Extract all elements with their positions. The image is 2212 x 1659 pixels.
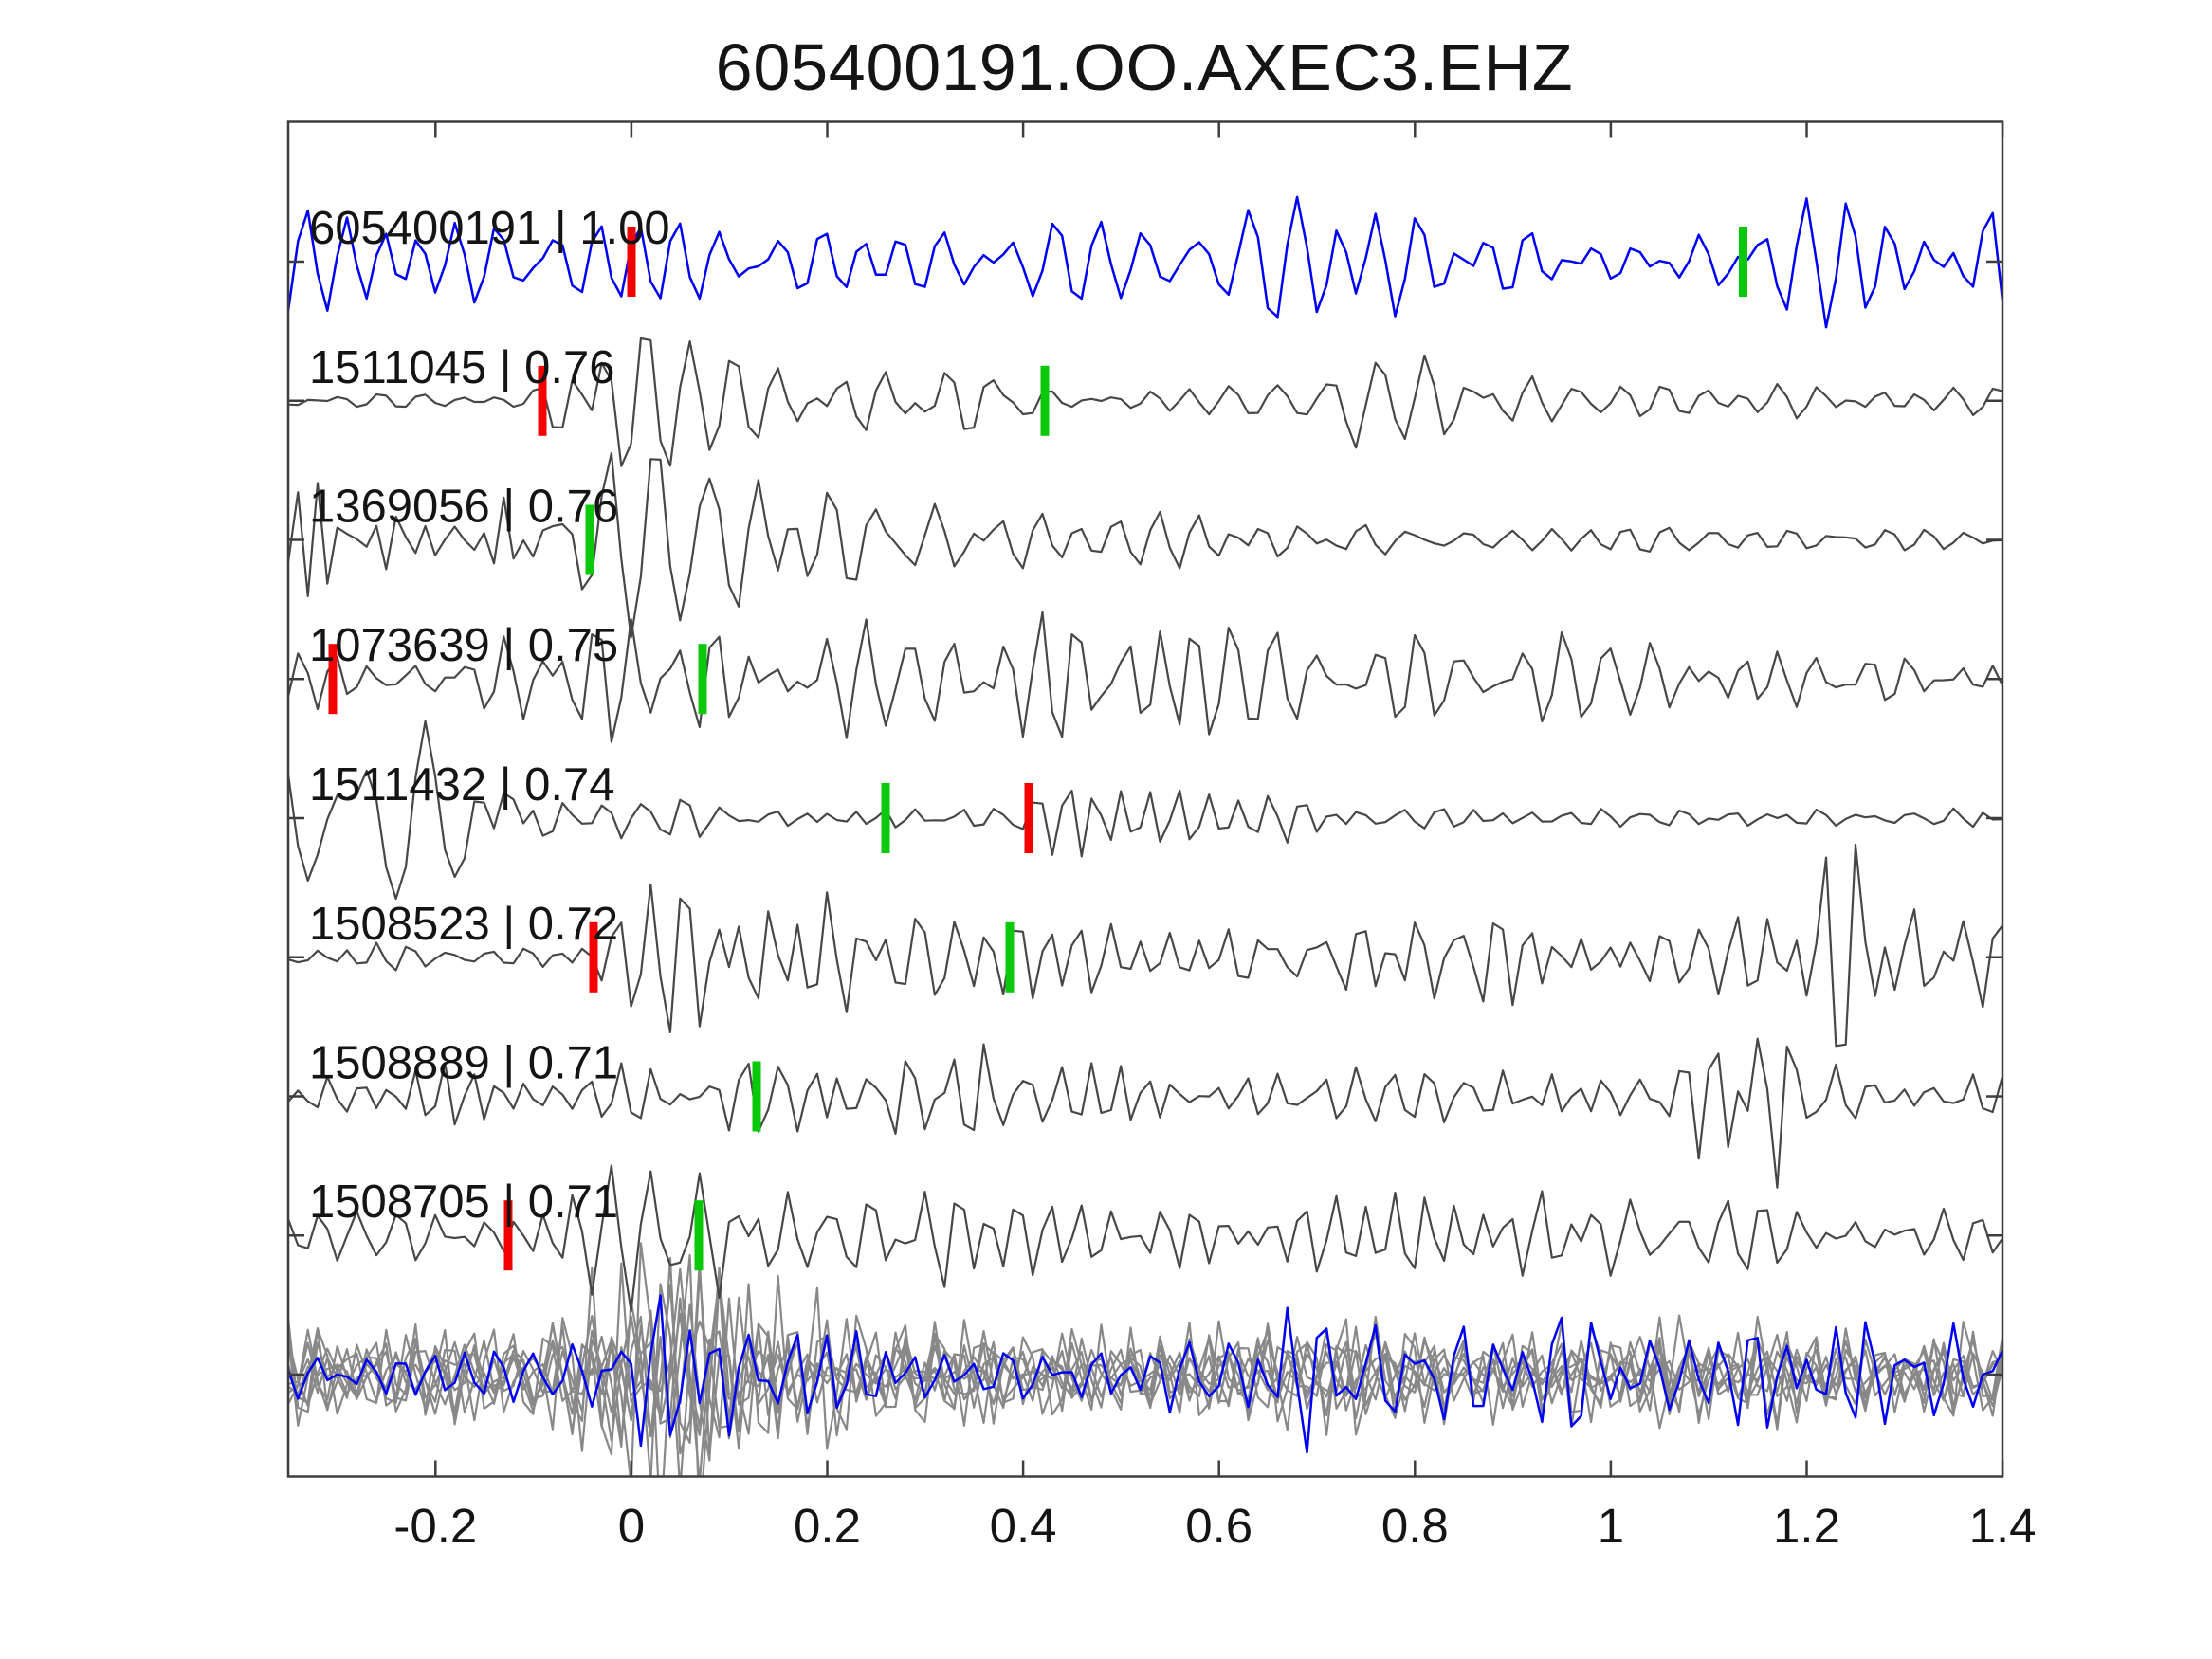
svg-text:0: 0 xyxy=(618,1499,645,1553)
svg-text:1508523 | 0.72: 1508523 | 0.72 xyxy=(309,899,618,950)
svg-text:0.2: 0.2 xyxy=(794,1499,861,1553)
svg-text:0.8: 0.8 xyxy=(1381,1499,1449,1553)
svg-text:1511432 | 0.74: 1511432 | 0.74 xyxy=(309,759,614,811)
svg-text:1508889 | 0.71: 1508889 | 0.71 xyxy=(309,1038,618,1089)
svg-text:1.2: 1.2 xyxy=(1773,1499,1840,1553)
svg-text:1369056 | 0.76: 1369056 | 0.76 xyxy=(309,482,618,533)
svg-text:605400191.OO.AXEC3.EHZ: 605400191.OO.AXEC3.EHZ xyxy=(716,30,1574,104)
svg-text:1.4: 1.4 xyxy=(1969,1499,2037,1553)
svg-text:0.4: 0.4 xyxy=(990,1499,1057,1553)
svg-text:1508705 | 0.71: 1508705 | 0.71 xyxy=(309,1176,618,1228)
svg-text:-0.2: -0.2 xyxy=(393,1499,477,1553)
svg-text:0.6: 0.6 xyxy=(1185,1499,1252,1553)
svg-text:1511045 | 0.76: 1511045 | 0.76 xyxy=(309,342,614,393)
svg-text:1: 1 xyxy=(1598,1499,1624,1553)
svg-text:605400191 | 1.00: 605400191 | 1.00 xyxy=(309,203,670,254)
svg-text:1073639 | 0.75: 1073639 | 0.75 xyxy=(309,620,618,671)
